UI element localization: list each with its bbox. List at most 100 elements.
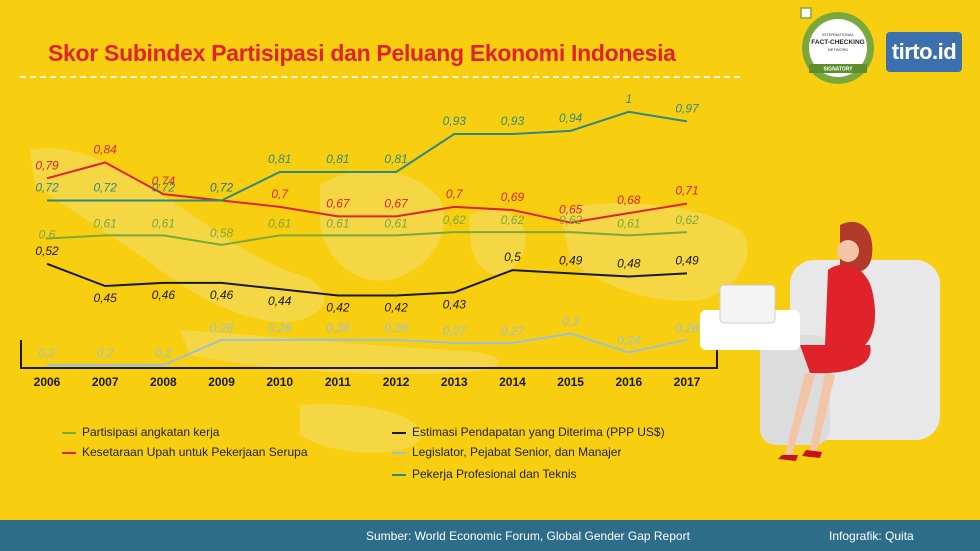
data-label: 0,6	[39, 228, 56, 242]
data-label: 0,62	[443, 213, 467, 227]
data-label: 0,58	[210, 226, 234, 240]
data-label: 0,43	[443, 297, 467, 311]
legend-swatch	[392, 431, 406, 434]
data-label: 0,44	[268, 294, 292, 308]
data-label: 0,27	[501, 324, 526, 338]
legend-item-kesetaraan-upah: Kesetaraan Upah untuk Pekerjaan Serupa	[62, 445, 308, 459]
data-label: 0,28	[268, 321, 292, 335]
data-label: 0,65	[559, 203, 583, 217]
data-label: 0,61	[268, 216, 291, 230]
data-label: 0,72	[35, 181, 59, 195]
data-labels: 0,60,61 0,610,580,61 0,61 0,61 0,62 0,62 0,62 0…	[35, 92, 700, 360]
data-label: 0,81	[268, 152, 291, 166]
woman-with-laptop-illustration	[700, 221, 940, 461]
legend-label: Estimasi Pendapatan yang Diterima (PPP U…	[412, 425, 665, 439]
axis-frame	[20, 340, 718, 369]
data-label: 0,5	[504, 250, 521, 264]
data-label: 0,79	[35, 158, 59, 172]
legend-item-legislator: Legislator, Pejabat Senior, dan Manajer	[392, 445, 621, 459]
data-label: 0,24	[617, 334, 641, 348]
x-tick-label: 2011	[325, 375, 351, 389]
data-label: 0,42	[384, 301, 408, 315]
data-label: 0,28	[675, 321, 699, 335]
data-label: 0,52	[35, 244, 59, 258]
data-label: 0,61	[94, 216, 117, 230]
legend-swatch	[62, 431, 76, 434]
data-label: 0,93	[501, 114, 525, 128]
data-label: 0,62	[501, 213, 525, 227]
footer-credit: Infografik: Quita	[829, 529, 914, 543]
data-label: 0,2	[39, 346, 56, 360]
page-title: Skor Subindex Partisipasi dan Peluang Ek…	[48, 40, 676, 66]
legend-item-pekerja-profesional: Pekerja Profesional dan Teknis	[392, 467, 577, 481]
data-label: 0,2	[97, 346, 114, 360]
data-label: 0,49	[559, 253, 583, 267]
data-label: 0,62	[559, 213, 583, 227]
legend-item-estimasi-pendapatan: Estimasi Pendapatan yang Diterima (PPP U…	[392, 425, 665, 439]
badge-line1: INTERNATIONAL	[822, 32, 854, 37]
data-label: 0,72	[210, 181, 234, 195]
legend-label: Partisipasi angkatan kerja	[82, 425, 220, 439]
data-label: 0,3	[562, 315, 579, 329]
data-label: 0,61	[152, 216, 175, 230]
x-axis-ticks: 2006 2007 2008 2009 2010 2011 2012 2013 2014 2015…	[34, 375, 701, 389]
brand-logo: tirto.id	[886, 32, 962, 72]
data-label: 0,61	[617, 216, 640, 230]
data-label: 0,48	[617, 257, 641, 271]
data-label: 0,81	[326, 152, 349, 166]
x-tick-label: 2016	[615, 375, 642, 389]
data-label: 0,81	[384, 152, 407, 166]
x-tick-label: 2012	[383, 375, 410, 389]
badge-line3: NETWORK	[828, 47, 849, 52]
fact-checking-badge: INTERNATIONAL FACT-CHECKING NETWORK SIGN…	[800, 7, 874, 84]
data-label: 0,84	[94, 143, 118, 157]
data-label: 0,61	[384, 216, 407, 230]
data-label: 0,28	[210, 321, 234, 335]
legend-label: Legislator, Pejabat Senior, dan Manajer	[412, 445, 622, 459]
legend-swatch	[62, 451, 76, 454]
data-label: 0,94	[559, 111, 583, 125]
badge-line4: SIGNATORY	[823, 67, 853, 73]
legend-swatch	[392, 451, 406, 454]
data-label: 0,7	[271, 187, 289, 201]
series-line	[46, 231, 688, 246]
data-label: 0,69	[501, 190, 525, 204]
data-label: 0,2	[155, 346, 172, 360]
data-label: 0,62	[675, 213, 699, 227]
data-label: 0,61	[326, 216, 349, 230]
data-label: 0,74	[152, 174, 176, 188]
data-label: 1	[625, 92, 632, 106]
legend-swatch	[392, 473, 406, 476]
legend-label: Pekerja Profesional dan Teknis	[412, 467, 577, 481]
data-label: 0,7	[446, 187, 464, 201]
x-tick-label: 2015	[557, 375, 584, 389]
data-label: 0,46	[210, 288, 234, 302]
data-label: 0,27	[443, 324, 468, 338]
legend-label: Kesetaraan Upah untuk Pekerjaan Serupa	[82, 445, 308, 459]
series-line	[46, 161, 688, 224]
series-line	[47, 332, 688, 367]
data-label: 0,49	[675, 253, 699, 267]
footer-bar: Sumber: World Economic Forum, Global Gen…	[0, 520, 980, 551]
data-label: 0,28	[384, 321, 408, 335]
data-label: 0,72	[152, 181, 176, 195]
data-label: 0,42	[326, 301, 350, 315]
data-label: 0,93	[443, 114, 467, 128]
data-label: 0,28	[326, 321, 350, 335]
data-label: 0,45	[94, 291, 118, 305]
title-divider	[20, 76, 740, 78]
data-label: 0,46	[152, 288, 176, 302]
footer-source: Sumber: World Economic Forum, Global Gen…	[366, 529, 690, 543]
data-label: 0,72	[94, 181, 118, 195]
x-tick-label: 2009	[208, 375, 235, 389]
axis-bracket	[20, 340, 718, 369]
legend-item-partisipasi: Partisipasi angkatan kerja	[62, 425, 219, 439]
series-line	[46, 262, 688, 297]
x-tick-label: 2014	[499, 375, 526, 389]
x-tick-label: 2017	[674, 375, 701, 389]
data-label: 0,97	[675, 101, 700, 115]
data-label: 0,71	[675, 184, 698, 198]
x-tick-label: 2006	[34, 375, 61, 389]
